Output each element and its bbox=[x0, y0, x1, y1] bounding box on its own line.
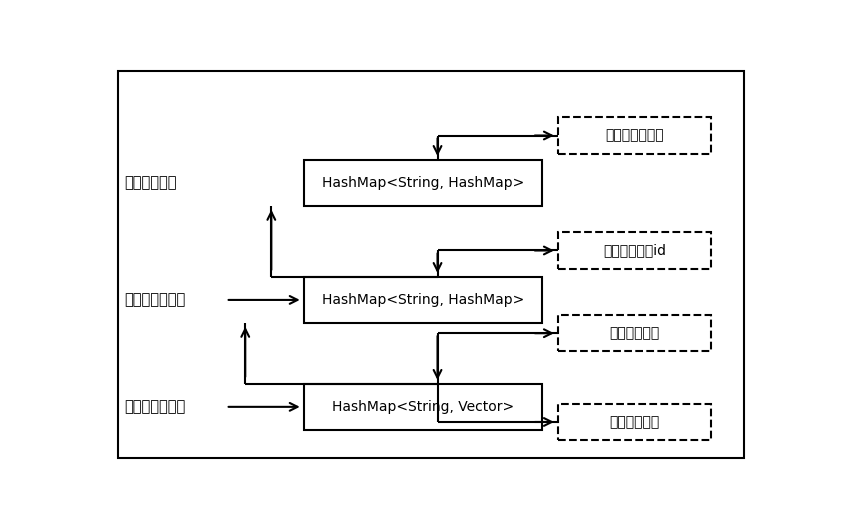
Text: HashMap<String, Vector>: HashMap<String, Vector> bbox=[332, 400, 514, 414]
FancyBboxPatch shape bbox=[558, 404, 711, 440]
FancyBboxPatch shape bbox=[118, 71, 743, 458]
Text: HashMap<String, HashMap>: HashMap<String, HashMap> bbox=[322, 176, 524, 190]
Text: 对象属性値域: 对象属性値域 bbox=[610, 415, 660, 429]
Text: 仿真对象实例：: 仿真对象实例： bbox=[124, 292, 186, 307]
Text: 对象属性集合：: 对象属性集合： bbox=[124, 399, 186, 414]
Text: HashMap<String, HashMap>: HashMap<String, HashMap> bbox=[322, 293, 524, 307]
Text: 对象属性名称: 对象属性名称 bbox=[610, 326, 660, 340]
FancyBboxPatch shape bbox=[304, 277, 542, 323]
FancyBboxPatch shape bbox=[558, 232, 711, 269]
Text: 仿真对象实例id: 仿真对象实例id bbox=[603, 244, 666, 257]
FancyBboxPatch shape bbox=[558, 117, 711, 154]
Text: 仿真对象类：: 仿真对象类： bbox=[124, 175, 177, 190]
Text: 仿真对象类名称: 仿真对象类名称 bbox=[606, 128, 664, 143]
FancyBboxPatch shape bbox=[558, 315, 711, 352]
FancyBboxPatch shape bbox=[304, 160, 542, 206]
FancyBboxPatch shape bbox=[304, 384, 542, 430]
